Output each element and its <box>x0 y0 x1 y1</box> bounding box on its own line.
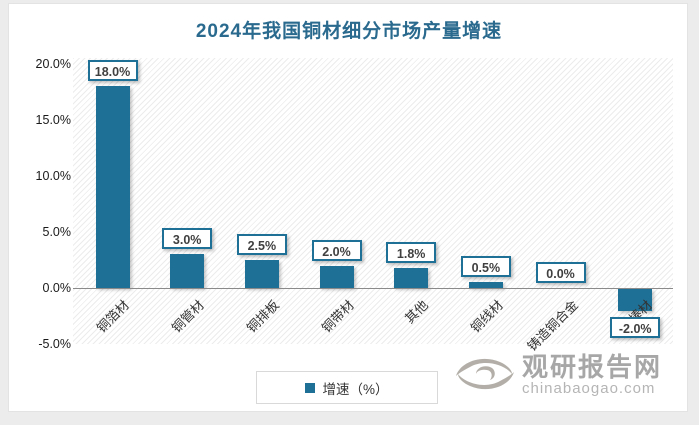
y-tick-label: -5.0% <box>38 337 71 351</box>
data-label: 0.5% <box>460 256 511 278</box>
data-label: 0.0% <box>535 262 586 283</box>
bar-铜箔材 <box>95 86 130 288</box>
watermark-name: 观研报告网 <box>522 352 663 382</box>
bar-铜排板 <box>244 260 279 288</box>
watermark-text: 观研报告网 chinabaogao.com <box>522 353 662 397</box>
bar-铜线材 <box>468 282 503 288</box>
data-label: 2.0% <box>311 239 362 261</box>
data-label: 1.8% <box>386 241 437 263</box>
bar-其他 <box>394 267 429 288</box>
data-label: 3.0% <box>162 228 213 250</box>
chart-title: 2024年我国铜材细分市场产量增速 <box>195 21 503 42</box>
x-axis-line <box>73 288 673 289</box>
legend-label: 增速（%） <box>322 381 389 397</box>
bar-铜带材 <box>319 265 354 288</box>
chart-card: 2024年我国铜材细分市场产量增速 观研报告网 chinabaogao.com … <box>8 3 688 412</box>
bar-铜棒材 <box>618 289 653 312</box>
watermark: 观研报告网 chinabaogao.com <box>452 353 662 397</box>
y-tick-label: 15.0% <box>35 113 71 127</box>
legend: 增速（%） <box>256 371 438 404</box>
plot-area <box>73 58 673 344</box>
data-label: 18.0% <box>87 60 138 82</box>
watermark-domain: chinabaogao.com <box>522 380 656 397</box>
y-tick-label: 0.0% <box>42 281 72 295</box>
y-tick-label: 5.0% <box>42 225 72 239</box>
legend-marker-icon <box>305 382 316 393</box>
y-tick-label: 20.0% <box>35 57 71 71</box>
data-label: 2.5% <box>236 234 287 255</box>
y-tick-label: 10.0% <box>35 169 71 183</box>
watermark-logo-icon <box>456 358 514 390</box>
bar-铜管材 <box>170 254 205 288</box>
data-label: -2.0% <box>610 317 661 339</box>
